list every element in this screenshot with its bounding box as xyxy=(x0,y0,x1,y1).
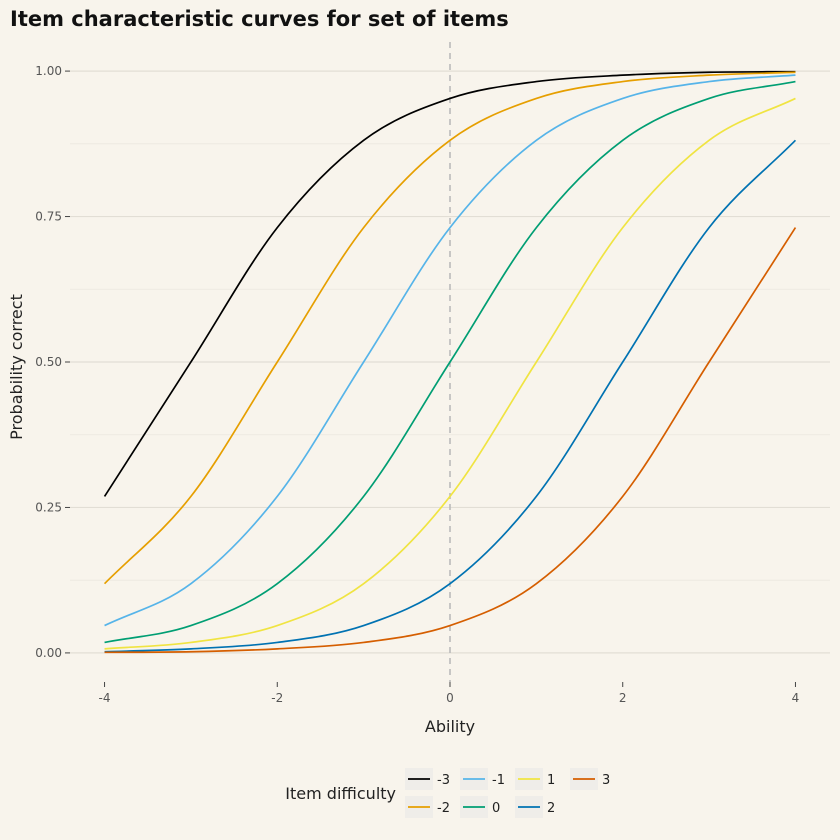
series-group xyxy=(103,70,797,654)
legend-title: Item difficulty xyxy=(285,784,396,803)
legend-label: 0 xyxy=(492,801,500,816)
y-axis-title: Probability correct xyxy=(7,294,26,440)
legend: Item difficulty -3 -2 -1 0 1 2 3 xyxy=(285,768,610,818)
x-axis-title: Ability xyxy=(425,717,475,736)
x-tick-label: 2 xyxy=(619,691,627,705)
x-tick-label: -4 xyxy=(99,691,111,705)
x-axis: -4 -2 0 2 4 xyxy=(99,682,800,705)
legend-label: 3 xyxy=(602,773,610,788)
chart-title: Item characteristic curves for set of it… xyxy=(10,7,509,31)
legend-label: 1 xyxy=(547,773,555,788)
series-line--2 xyxy=(103,71,796,585)
y-tick-label: 0.75 xyxy=(35,210,62,224)
y-axis: 0.00 0.25 0.50 0.75 1.00 xyxy=(35,64,70,660)
series-line--1 xyxy=(104,74,796,627)
y-tick-label: 0.00 xyxy=(35,646,62,660)
series-line-0 xyxy=(104,80,796,644)
legend-label: -2 xyxy=(437,801,450,816)
legend-label: 2 xyxy=(547,801,555,816)
legend-label: -3 xyxy=(437,773,450,788)
series-line-1 xyxy=(104,97,796,650)
x-tick-label: 4 xyxy=(792,691,800,705)
y-tick-label: 1.00 xyxy=(35,64,62,78)
legend-items: -3 -2 -1 0 1 2 3 xyxy=(405,768,610,818)
x-tick-label: -2 xyxy=(271,691,283,705)
series-line-3 xyxy=(104,227,797,654)
legend-label: -1 xyxy=(492,773,505,788)
x-tick-label: 0 xyxy=(446,691,454,705)
y-tick-label: 0.50 xyxy=(35,355,62,369)
series-line--3 xyxy=(103,70,796,497)
y-tick-label: 0.25 xyxy=(35,500,62,514)
series-line-2 xyxy=(104,139,797,653)
